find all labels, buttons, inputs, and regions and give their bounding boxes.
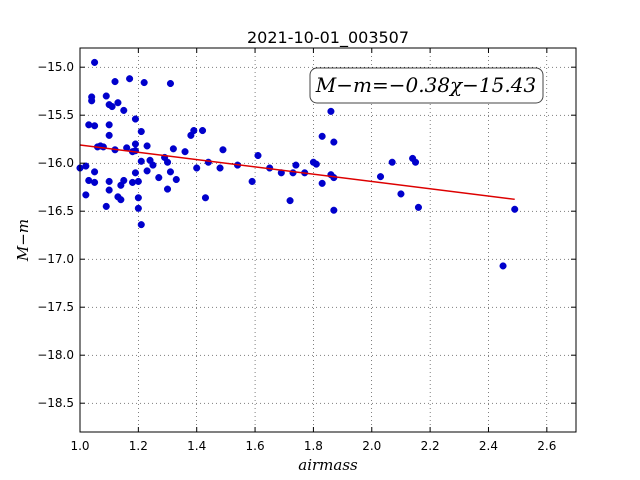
y-tick-label: −15.0 — [37, 60, 74, 74]
data-point — [131, 147, 139, 155]
fit-annotation: M−m=−0.38χ−15.43 — [309, 67, 544, 104]
data-point — [330, 138, 338, 146]
y-tick-label: −17.5 — [37, 300, 74, 314]
axis-ticks: 1.0 1.2 1.4 1.6 1.8 2.0 2.2 2.4 2.6 −15.0 −15.5 −16… — [37, 48, 576, 453]
data-point — [318, 179, 326, 187]
data-point — [134, 177, 142, 185]
data-point — [137, 127, 145, 136]
data-point — [163, 185, 172, 193]
x-tick-label: 1.2 — [129, 439, 148, 453]
data-point — [204, 158, 212, 166]
data-point — [155, 174, 163, 182]
x-tick-label: 2.4 — [479, 439, 498, 453]
data-point — [169, 145, 177, 153]
data-point — [137, 221, 145, 229]
data-point — [143, 142, 151, 150]
data-point — [114, 99, 122, 107]
data-point — [388, 158, 396, 166]
y-tick-label: −15.5 — [37, 108, 74, 122]
data-point — [172, 175, 180, 184]
data-point — [88, 93, 96, 101]
data-point — [91, 58, 99, 66]
data-point — [289, 169, 297, 177]
chart-title: 2021-10-01_003507 — [247, 28, 409, 48]
data-point — [134, 204, 142, 212]
fit-line — [79, 144, 515, 201]
x-tick-label: 2.2 — [421, 439, 440, 453]
x-tick-label: 1.8 — [304, 439, 323, 453]
data-point — [248, 177, 256, 185]
data-point — [411, 158, 420, 166]
x-tick-label: 2.0 — [362, 439, 381, 453]
data-point — [102, 92, 110, 100]
data-point — [376, 173, 385, 181]
data-point — [327, 107, 335, 115]
data-point — [254, 151, 262, 160]
data-point — [105, 177, 113, 185]
data-point — [286, 197, 294, 205]
data-point — [111, 78, 119, 86]
data-point — [105, 131, 113, 139]
data-point — [216, 164, 224, 172]
scatter-points — [76, 58, 519, 270]
data-point — [292, 161, 300, 169]
data-point — [134, 194, 142, 202]
data-point — [143, 167, 151, 175]
data-point — [128, 178, 137, 186]
data-point — [166, 168, 174, 176]
data-point — [131, 140, 139, 148]
data-point — [397, 190, 405, 198]
data-point — [219, 146, 227, 154]
data-point — [149, 161, 157, 169]
data-point — [117, 196, 125, 204]
data-point — [120, 176, 128, 185]
grid-lines — [80, 48, 576, 432]
data-point — [166, 79, 174, 88]
x-tick-label: 1.4 — [187, 439, 206, 453]
data-point — [105, 121, 113, 129]
x-tick-label: 1.6 — [246, 439, 265, 453]
data-point — [82, 191, 90, 199]
data-point — [198, 127, 207, 135]
annotation-box — [309, 67, 544, 104]
y-tick-label: −18.0 — [37, 348, 74, 362]
plot-frame — [79, 47, 577, 433]
y-tick-label: −17.0 — [37, 252, 74, 266]
data-point — [318, 132, 326, 140]
y-tick-label: −16.0 — [37, 156, 74, 170]
data-point — [108, 103, 116, 111]
data-point — [126, 75, 134, 83]
data-point — [312, 160, 320, 168]
data-point — [91, 122, 99, 130]
data-point — [499, 262, 507, 270]
data-point — [91, 168, 99, 176]
data-point — [201, 194, 210, 202]
data-point — [120, 106, 128, 114]
data-point — [511, 205, 519, 213]
data-point — [82, 162, 90, 170]
x-tick-label: 2.6 — [537, 439, 556, 453]
data-point — [190, 127, 198, 135]
data-point — [105, 186, 113, 194]
data-point — [330, 206, 338, 214]
data-point — [131, 169, 139, 177]
data-point — [414, 203, 422, 211]
data-point — [91, 178, 99, 186]
data-point — [85, 121, 93, 129]
y-axis-label: M−m — [14, 219, 32, 262]
data-point — [102, 202, 110, 210]
y-tick-label: −18.5 — [37, 396, 74, 410]
data-point — [131, 115, 139, 123]
y-tick-label: −16.5 — [37, 204, 74, 218]
data-point — [137, 157, 145, 165]
data-point — [163, 158, 172, 166]
data-point — [181, 148, 189, 156]
data-point — [140, 79, 148, 87]
x-tick-label: 1.0 — [70, 439, 89, 453]
x-axis-label: airmass — [298, 456, 358, 474]
annotation-text: M−m=−0.38χ−15.43 — [315, 73, 536, 97]
data-point — [193, 164, 201, 172]
